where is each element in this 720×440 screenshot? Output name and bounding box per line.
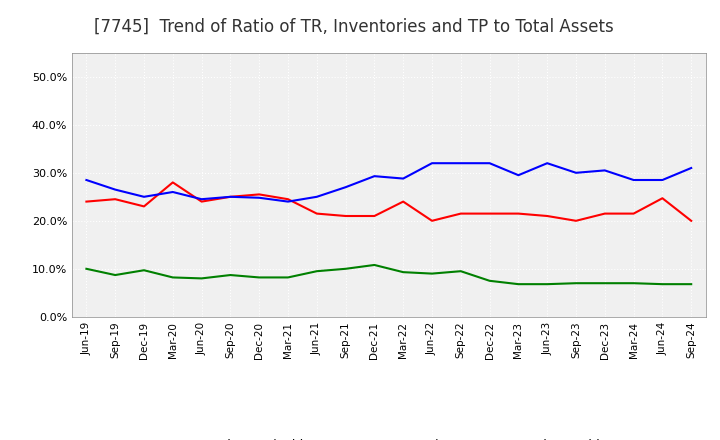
- Trade Receivables: [572, 218, 580, 224]
- Trade Receivables: [255, 192, 264, 197]
- Inventories: [370, 173, 379, 179]
- Trade Payables: [140, 268, 148, 273]
- Inventories: [312, 194, 321, 199]
- Inventories: [543, 161, 552, 166]
- Inventories: [255, 195, 264, 200]
- Inventories: [456, 161, 465, 166]
- Inventories: [485, 161, 494, 166]
- Inventories: [658, 177, 667, 183]
- Trade Receivables: [370, 213, 379, 219]
- Inventories: [428, 161, 436, 166]
- Legend: Trade Receivables, Inventories, Trade Payables: Trade Receivables, Inventories, Trade Pa…: [158, 434, 619, 440]
- Inventories: [82, 177, 91, 183]
- Trade Receivables: [485, 211, 494, 216]
- Text: [7745]  Trend of Ratio of TR, Inventories and TP to Total Assets: [7745] Trend of Ratio of TR, Inventories…: [94, 18, 613, 36]
- Trade Receivables: [312, 211, 321, 216]
- Trade Payables: [226, 272, 235, 278]
- Inventories: [168, 189, 177, 194]
- Trade Payables: [658, 282, 667, 287]
- Trade Payables: [111, 272, 120, 278]
- Trade Payables: [428, 271, 436, 276]
- Trade Payables: [485, 278, 494, 283]
- Line: Inventories: Inventories: [86, 163, 691, 202]
- Line: Trade Payables: Trade Payables: [86, 265, 691, 284]
- Trade Receivables: [341, 213, 350, 219]
- Trade Receivables: [600, 211, 609, 216]
- Trade Receivables: [226, 194, 235, 199]
- Inventories: [284, 199, 292, 204]
- Trade Payables: [543, 282, 552, 287]
- Trade Receivables: [197, 199, 206, 204]
- Trade Payables: [312, 268, 321, 274]
- Trade Receivables: [140, 204, 148, 209]
- Trade Payables: [687, 282, 696, 287]
- Trade Receivables: [658, 196, 667, 201]
- Trade Receivables: [687, 218, 696, 224]
- Trade Receivables: [111, 197, 120, 202]
- Trade Payables: [168, 275, 177, 280]
- Trade Receivables: [456, 211, 465, 216]
- Inventories: [600, 168, 609, 173]
- Trade Payables: [284, 275, 292, 280]
- Inventories: [687, 165, 696, 171]
- Inventories: [341, 184, 350, 190]
- Trade Receivables: [168, 180, 177, 185]
- Trade Payables: [255, 275, 264, 280]
- Trade Receivables: [428, 218, 436, 224]
- Trade Payables: [197, 276, 206, 281]
- Trade Receivables: [629, 211, 638, 216]
- Inventories: [514, 172, 523, 178]
- Trade Payables: [629, 281, 638, 286]
- Inventories: [629, 177, 638, 183]
- Trade Payables: [600, 281, 609, 286]
- Inventories: [111, 187, 120, 192]
- Inventories: [226, 194, 235, 199]
- Trade Receivables: [284, 197, 292, 202]
- Trade Receivables: [543, 213, 552, 219]
- Trade Receivables: [82, 199, 91, 204]
- Inventories: [399, 176, 408, 181]
- Trade Receivables: [514, 211, 523, 216]
- Trade Payables: [456, 268, 465, 274]
- Trade Payables: [572, 281, 580, 286]
- Inventories: [572, 170, 580, 176]
- Inventories: [140, 194, 148, 199]
- Inventories: [197, 197, 206, 202]
- Trade Payables: [341, 266, 350, 271]
- Trade Payables: [82, 266, 91, 271]
- Trade Payables: [399, 270, 408, 275]
- Line: Trade Receivables: Trade Receivables: [86, 183, 691, 221]
- Trade Payables: [370, 262, 379, 268]
- Trade Payables: [514, 282, 523, 287]
- Trade Receivables: [399, 199, 408, 204]
